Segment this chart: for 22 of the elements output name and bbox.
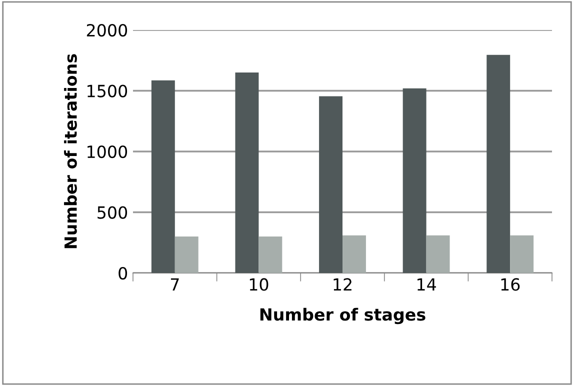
y-tick-label: 500 — [98, 206, 128, 219]
y-axis-title: Number of iterations — [64, 54, 77, 248]
bar — [402, 88, 426, 273]
y-tick-label: 1500 — [88, 84, 128, 98]
x-tick-label: 7 — [170, 278, 179, 291]
x-axis-title: Number of stages — [260, 308, 426, 324]
bar — [342, 235, 366, 273]
bar — [319, 96, 342, 273]
bar — [426, 235, 450, 273]
bar — [151, 80, 175, 273]
x-tick-label: 12 — [334, 278, 352, 291]
y-tick-label: 0 — [118, 266, 128, 280]
bar — [174, 236, 198, 273]
bar — [486, 54, 510, 273]
bar — [258, 236, 282, 273]
bar — [235, 72, 259, 273]
y-tick-label: 1000 — [88, 145, 128, 158]
x-tick-label: 10 — [250, 278, 268, 291]
y-tick-label: 2000 — [86, 24, 128, 37]
bar — [510, 235, 534, 273]
x-tick-label: 16 — [501, 278, 520, 291]
x-tick-label: 14 — [418, 278, 436, 291]
